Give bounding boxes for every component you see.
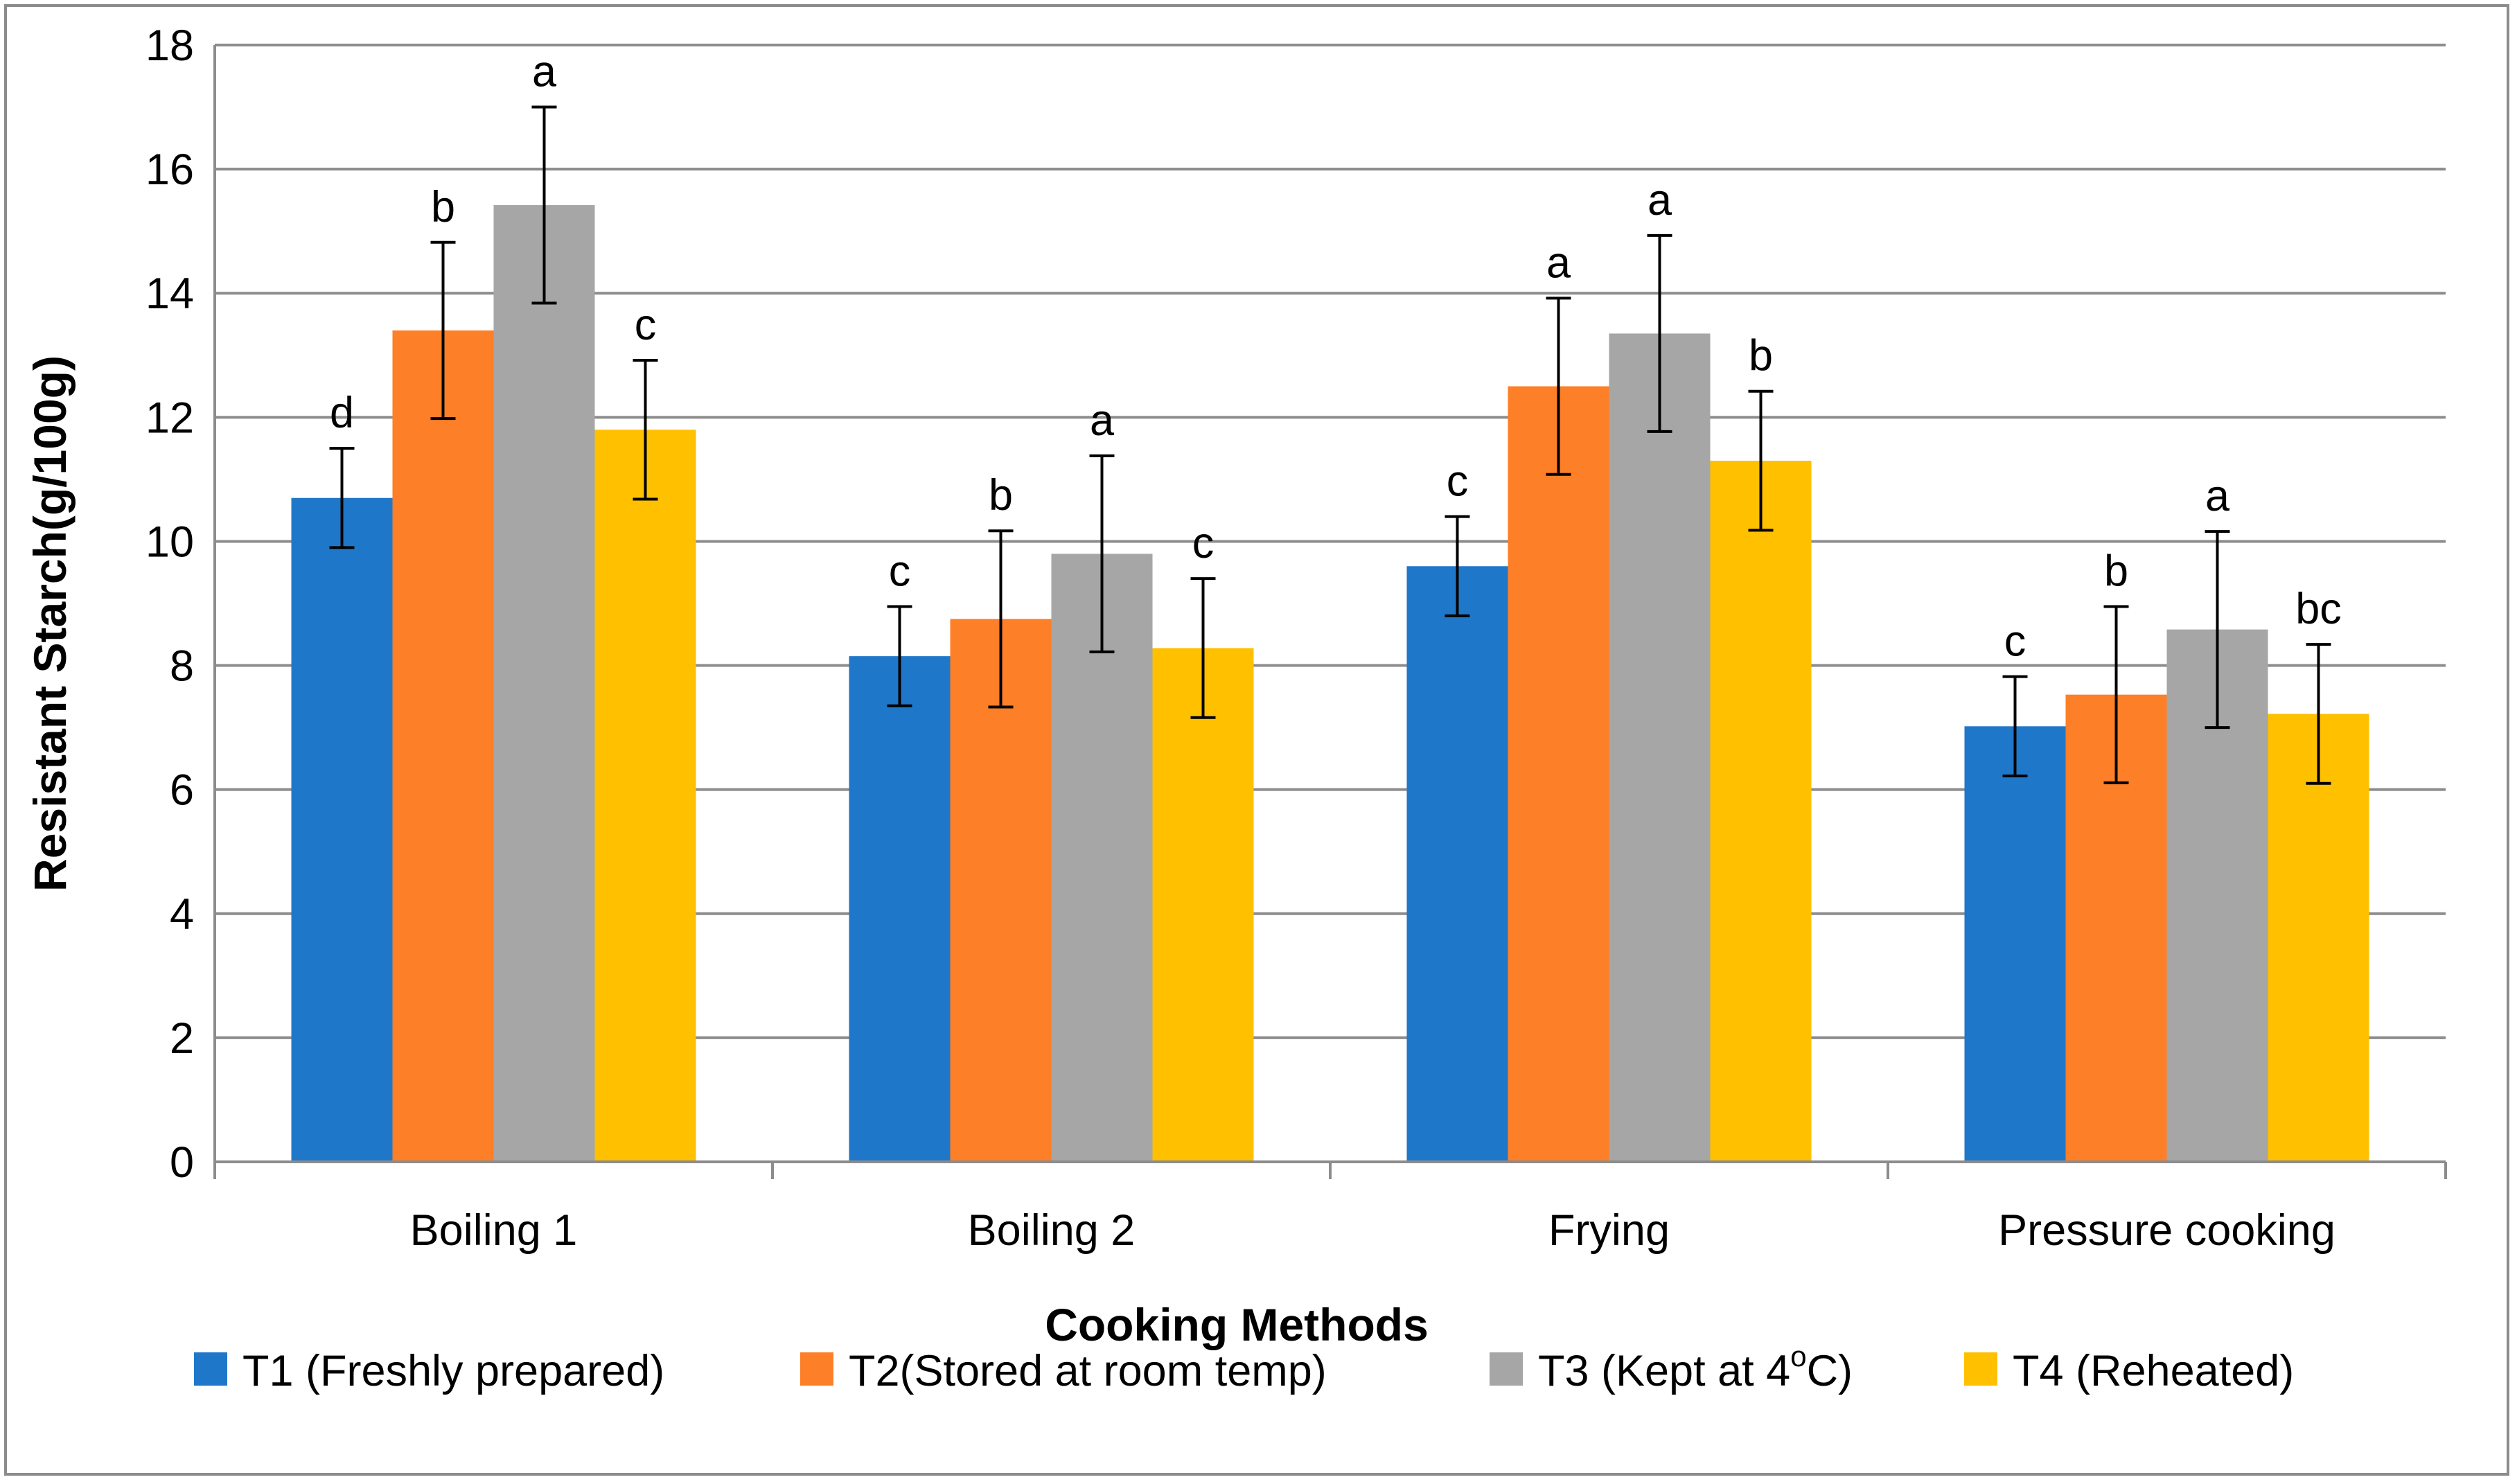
y-tick-label: 4	[170, 890, 194, 939]
bar	[1710, 461, 1812, 1162]
x-tick-label: Frying	[1548, 1206, 1670, 1255]
bar	[392, 330, 494, 1162]
significance-letter: bc	[2295, 585, 2342, 633]
legend-label: T4 (Reheated)	[2013, 1347, 2294, 1395]
y-tick-label: 8	[170, 642, 194, 691]
y-tick-label: 0	[170, 1138, 194, 1187]
significance-letter: c	[635, 301, 657, 349]
y-tick-label: 10	[145, 518, 194, 566]
significance-letter: a	[1546, 238, 1571, 287]
significance-letter: c	[1192, 519, 1215, 567]
x-axis-title: Cooking Methods	[1045, 1299, 1429, 1350]
significance-letter: a	[532, 48, 557, 96]
bar	[1508, 386, 1609, 1162]
legend-label: T1 (Freshly prepared)	[242, 1347, 664, 1395]
legend-swatch	[1490, 1352, 1523, 1386]
y-tick-label: 2	[170, 1014, 194, 1063]
legend-swatch	[1964, 1352, 1997, 1386]
x-tick-label: Pressure cooking	[1998, 1206, 2335, 1255]
significance-letter: b	[1749, 332, 1773, 380]
significance-letter: a	[1090, 396, 1115, 445]
significance-letter: d	[330, 389, 354, 437]
significance-letter: c	[1447, 457, 1469, 506]
legend-label: T2(Stored at room temp)	[849, 1347, 1327, 1395]
significance-letter: a	[1648, 176, 1672, 224]
bar	[493, 205, 595, 1162]
bar	[1051, 554, 1153, 1162]
bar	[950, 619, 1052, 1162]
significance-letter: b	[431, 183, 455, 231]
axes: 0 2 4 6 8 10 12 14 16 18 Boiling 1 Boiling 2 Frying P…	[145, 21, 2447, 1255]
y-tick-label: 6	[170, 766, 194, 815]
legend-swatch	[194, 1352, 227, 1386]
error-bars	[329, 105, 2331, 785]
legend: T1 (Freshly prepared) T2(Stored at room t…	[194, 1340, 2294, 1395]
bar	[1152, 648, 1254, 1162]
x-tick-label: Boiling 1	[410, 1206, 578, 1255]
significance-letter: b	[2104, 547, 2128, 595]
significance-letter: b	[989, 471, 1013, 520]
y-tick-label: 14	[145, 270, 194, 318]
legend-label: T3 (Kept at 4oC)	[1538, 1340, 1853, 1395]
x-tick-label: Boiling 2	[968, 1206, 1136, 1255]
bar	[594, 430, 696, 1163]
bar	[2268, 714, 2369, 1162]
legend-swatch	[800, 1352, 833, 1386]
significance-letter: c	[2004, 617, 2026, 666]
bar	[1406, 566, 1508, 1162]
bars	[291, 205, 2369, 1163]
y-axis-title: Resistant Starch(g/100g)	[24, 355, 76, 892]
bar	[1609, 333, 1711, 1162]
y-tick-label: 12	[145, 394, 194, 442]
bar	[291, 497, 393, 1162]
y-tick-label: 16	[145, 145, 194, 194]
significance-letter: a	[2205, 472, 2230, 520]
bar	[1964, 726, 2066, 1162]
significance-letter: c	[889, 547, 911, 595]
y-tick-label: 18	[145, 21, 194, 70]
bar	[849, 656, 951, 1162]
